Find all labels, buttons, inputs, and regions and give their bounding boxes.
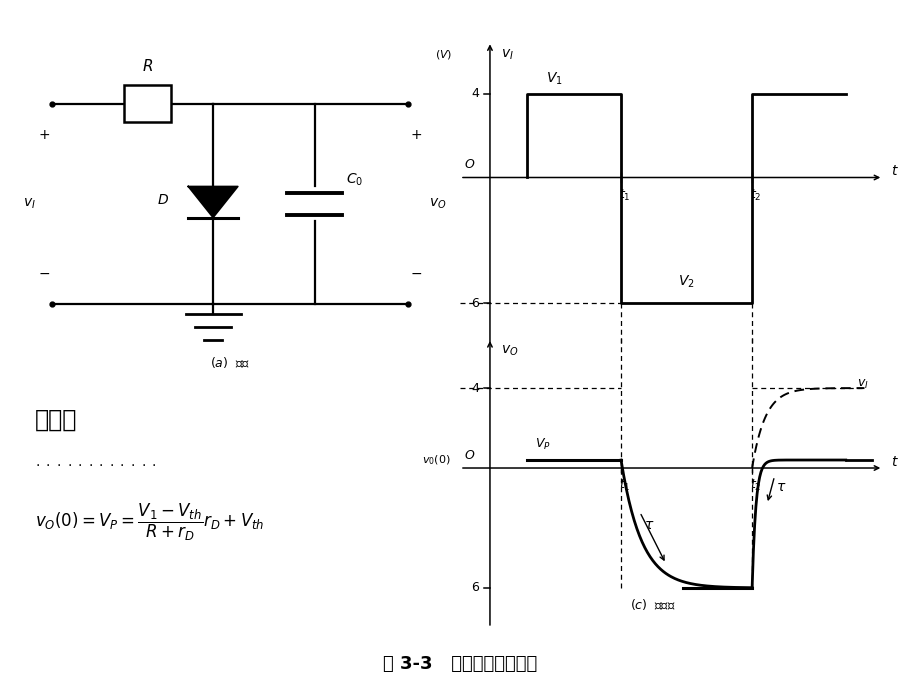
Text: $v_I$: $v_I$ bbox=[22, 197, 35, 210]
Text: $R$: $R$ bbox=[142, 58, 153, 74]
Text: .: . bbox=[141, 455, 145, 469]
Text: $t$: $t$ bbox=[890, 455, 898, 469]
Text: $O$: $O$ bbox=[463, 449, 474, 462]
Text: $-$: $-$ bbox=[410, 266, 422, 279]
Text: 导通时: 导通时 bbox=[35, 407, 77, 431]
Text: $\tau$: $\tau$ bbox=[642, 518, 653, 532]
Polygon shape bbox=[188, 186, 238, 217]
Text: $t$: $t$ bbox=[890, 164, 898, 178]
FancyBboxPatch shape bbox=[124, 85, 171, 123]
Text: .: . bbox=[119, 455, 124, 469]
Text: .: . bbox=[56, 455, 61, 469]
Text: .: . bbox=[130, 455, 135, 469]
Text: .: . bbox=[35, 455, 40, 469]
Text: $t_1$: $t_1$ bbox=[618, 478, 630, 493]
Text: .: . bbox=[77, 455, 82, 469]
Text: $v_I$: $v_I$ bbox=[501, 48, 514, 62]
Text: .: . bbox=[67, 455, 72, 469]
Text: .: . bbox=[98, 455, 103, 469]
Text: $V_P$: $V_P$ bbox=[534, 437, 550, 452]
Text: $C_0$: $C_0$ bbox=[346, 171, 363, 188]
Text: $V_1$: $V_1$ bbox=[546, 71, 562, 88]
Text: $O$: $O$ bbox=[463, 158, 474, 171]
Text: $4$: $4$ bbox=[471, 87, 480, 100]
Text: $v_O$: $v_O$ bbox=[501, 344, 518, 359]
Text: $(a)$  电路: $(a)$ 电路 bbox=[210, 355, 250, 370]
Text: $(c)$  波形图: $(c)$ 波形图 bbox=[630, 597, 675, 612]
Text: .: . bbox=[152, 455, 156, 469]
Text: $V_2$: $V_2$ bbox=[677, 274, 694, 290]
Text: .: . bbox=[46, 455, 51, 469]
Text: $v_I$: $v_I$ bbox=[857, 377, 868, 391]
Text: $v_0(0)$: $v_0(0)$ bbox=[422, 453, 450, 467]
Text: $v_O(0) = V_P = \dfrac{V_1 - V_{th}}{R + r_D}r_D + V_{th}$: $v_O(0) = V_P = \dfrac{V_1 - V_{th}}{R +… bbox=[35, 502, 265, 543]
Text: $4$: $4$ bbox=[471, 382, 480, 395]
Text: $6$: $6$ bbox=[471, 582, 480, 594]
Text: $+$: $+$ bbox=[38, 128, 50, 141]
Text: $-$: $-$ bbox=[38, 266, 50, 279]
Text: .: . bbox=[88, 455, 93, 469]
Text: $6$: $6$ bbox=[471, 297, 480, 310]
Text: $(V)$: $(V)$ bbox=[435, 48, 452, 61]
Text: $t_2$: $t_2$ bbox=[749, 478, 761, 493]
Text: $v_O$: $v_O$ bbox=[428, 197, 446, 210]
Text: .: . bbox=[109, 455, 114, 469]
Text: $+$: $+$ bbox=[410, 128, 422, 141]
Text: $\tau$: $\tau$ bbox=[776, 480, 786, 494]
Text: $t_2$: $t_2$ bbox=[749, 188, 761, 203]
Text: $t_1$: $t_1$ bbox=[618, 188, 630, 203]
Text: 图 3-3   并联二极管限幅器: 图 3-3 并联二极管限幅器 bbox=[382, 656, 537, 673]
Text: $D$: $D$ bbox=[157, 193, 169, 207]
